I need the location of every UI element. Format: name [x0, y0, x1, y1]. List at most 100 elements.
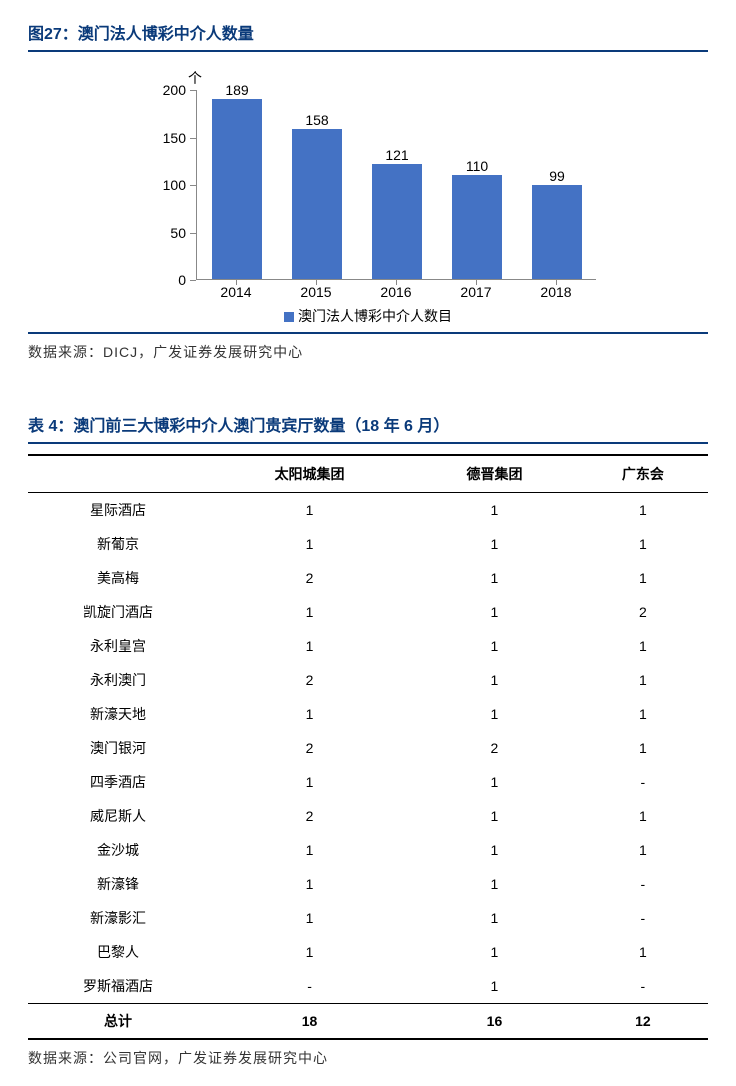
table-cell: 新濠锋: [28, 867, 208, 901]
table-row: 澳门银河221: [28, 731, 708, 765]
table-cell: 12: [578, 1004, 708, 1040]
table-row: 巴黎人111: [28, 935, 708, 969]
bar: [372, 164, 422, 279]
legend-swatch: [284, 312, 294, 322]
bar-value-label: 121: [372, 147, 422, 163]
table-cell: 18: [208, 1004, 411, 1040]
table-cell: 2: [208, 731, 411, 765]
table-cell: 1: [208, 901, 411, 935]
table-cell: 1: [411, 935, 578, 969]
table-cell: 1: [411, 527, 578, 561]
table-cell: 1: [411, 901, 578, 935]
table-cell: 1: [411, 629, 578, 663]
table-cell: 1: [411, 799, 578, 833]
table-row: 罗斯福酒店-1-: [28, 969, 708, 1004]
table-cell: 2: [411, 731, 578, 765]
table-cell: -: [578, 969, 708, 1004]
table-cell: 1: [208, 527, 411, 561]
table-cell: -: [578, 765, 708, 799]
y-tick-label: 0: [148, 272, 186, 288]
table-row: 永利皇宫111: [28, 629, 708, 663]
figure27-chart: 个 189 158 121 110 99 澳门法人博彩中介人数目 0 50 100 150 20…: [108, 62, 628, 332]
table-cell: -: [578, 867, 708, 901]
table-cell: 1: [208, 765, 411, 799]
table-cell: 1: [578, 731, 708, 765]
table-cell: 新濠影汇: [28, 901, 208, 935]
x-tick-label: 2016: [366, 284, 426, 300]
table-row: 威尼斯人211: [28, 799, 708, 833]
table-row: 凯旋门酒店112: [28, 595, 708, 629]
table-cell: 巴黎人: [28, 935, 208, 969]
table-cell: 威尼斯人: [28, 799, 208, 833]
table4-title: 表 4：澳门前三大博彩中介人澳门贵宾厅数量（18 年 6 月）: [28, 412, 708, 444]
table-cell: 1: [578, 629, 708, 663]
table-row: 永利澳门211: [28, 663, 708, 697]
table-header-cell: 德晋集团: [411, 455, 578, 493]
table-cell: 新濠天地: [28, 697, 208, 731]
y-tick-label: 100: [148, 177, 186, 193]
y-tick-label: 150: [148, 130, 186, 146]
bar-value-label: 189: [212, 82, 262, 98]
table-cell: 1: [578, 527, 708, 561]
figure27-title: 图27：澳门法人博彩中介人数量: [28, 20, 708, 52]
bar-value-label: 99: [532, 168, 582, 184]
table-cell: 1: [411, 663, 578, 697]
table-total-row: 总计181612: [28, 1004, 708, 1040]
table-cell: 美高梅: [28, 561, 208, 595]
table-cell: 澳门银河: [28, 731, 208, 765]
table-cell: 1: [578, 697, 708, 731]
bar-value-label: 110: [452, 158, 502, 174]
table-cell: 1: [411, 561, 578, 595]
x-tick-label: 2017: [446, 284, 506, 300]
y-tick-label: 200: [148, 82, 186, 98]
x-tick-label: 2014: [206, 284, 266, 300]
bar: [532, 185, 582, 279]
table-cell: 1: [411, 867, 578, 901]
table-cell: 1: [208, 493, 411, 528]
table-cell: 总计: [28, 1004, 208, 1040]
table-cell: 2: [578, 595, 708, 629]
table-cell: 1: [578, 561, 708, 595]
bar: [212, 99, 262, 279]
x-tick-label: 2018: [526, 284, 586, 300]
table-cell: 2: [208, 561, 411, 595]
bar-plot: 18915812111099: [196, 90, 596, 280]
table-header-cell: [28, 455, 208, 493]
bar: [292, 129, 342, 279]
table-header-cell: 广东会: [578, 455, 708, 493]
table-cell: 16: [411, 1004, 578, 1040]
table-row: 新濠锋11-: [28, 867, 708, 901]
y-tick-label: 50: [148, 225, 186, 241]
table-cell: 2: [208, 663, 411, 697]
table-row: 四季酒店11-: [28, 765, 708, 799]
table-cell: 1: [411, 833, 578, 867]
y-axis-unit: 个: [188, 68, 202, 88]
table-cell: 1: [411, 697, 578, 731]
table-cell: 1: [411, 765, 578, 799]
table-cell: 永利澳门: [28, 663, 208, 697]
table-cell: 1: [411, 595, 578, 629]
x-tick-label: 2015: [286, 284, 346, 300]
bar: [452, 175, 502, 280]
table-row: 美高梅211: [28, 561, 708, 595]
table-cell: 1: [411, 969, 578, 1004]
table-row: 金沙城111: [28, 833, 708, 867]
chart-legend: 澳门法人博彩中介人数目: [108, 306, 628, 326]
figure27-source: 数据来源：DICJ，广发证券发展研究中心: [28, 332, 708, 362]
table-cell: 1: [578, 833, 708, 867]
table-cell: 四季酒店: [28, 765, 208, 799]
table-cell: -: [578, 901, 708, 935]
table4-source: 数据来源：公司官网，广发证券发展研究中心: [28, 1040, 708, 1068]
table-cell: 1: [578, 799, 708, 833]
table-cell: 1: [578, 493, 708, 528]
table-cell: -: [208, 969, 411, 1004]
table-cell: 1: [208, 595, 411, 629]
legend-label: 澳门法人博彩中介人数目: [298, 308, 452, 324]
table-cell: 1: [578, 663, 708, 697]
table-cell: 2: [208, 799, 411, 833]
table-cell: 1: [208, 935, 411, 969]
table4-wrap: 太阳城集团德晋集团广东会 星际酒店111新葡京111美高梅211凯旋门酒店112…: [28, 454, 708, 1040]
bar-value-label: 158: [292, 112, 342, 128]
table-row: 新濠天地111: [28, 697, 708, 731]
table4: 太阳城集团德晋集团广东会 星际酒店111新葡京111美高梅211凯旋门酒店112…: [28, 454, 708, 1040]
